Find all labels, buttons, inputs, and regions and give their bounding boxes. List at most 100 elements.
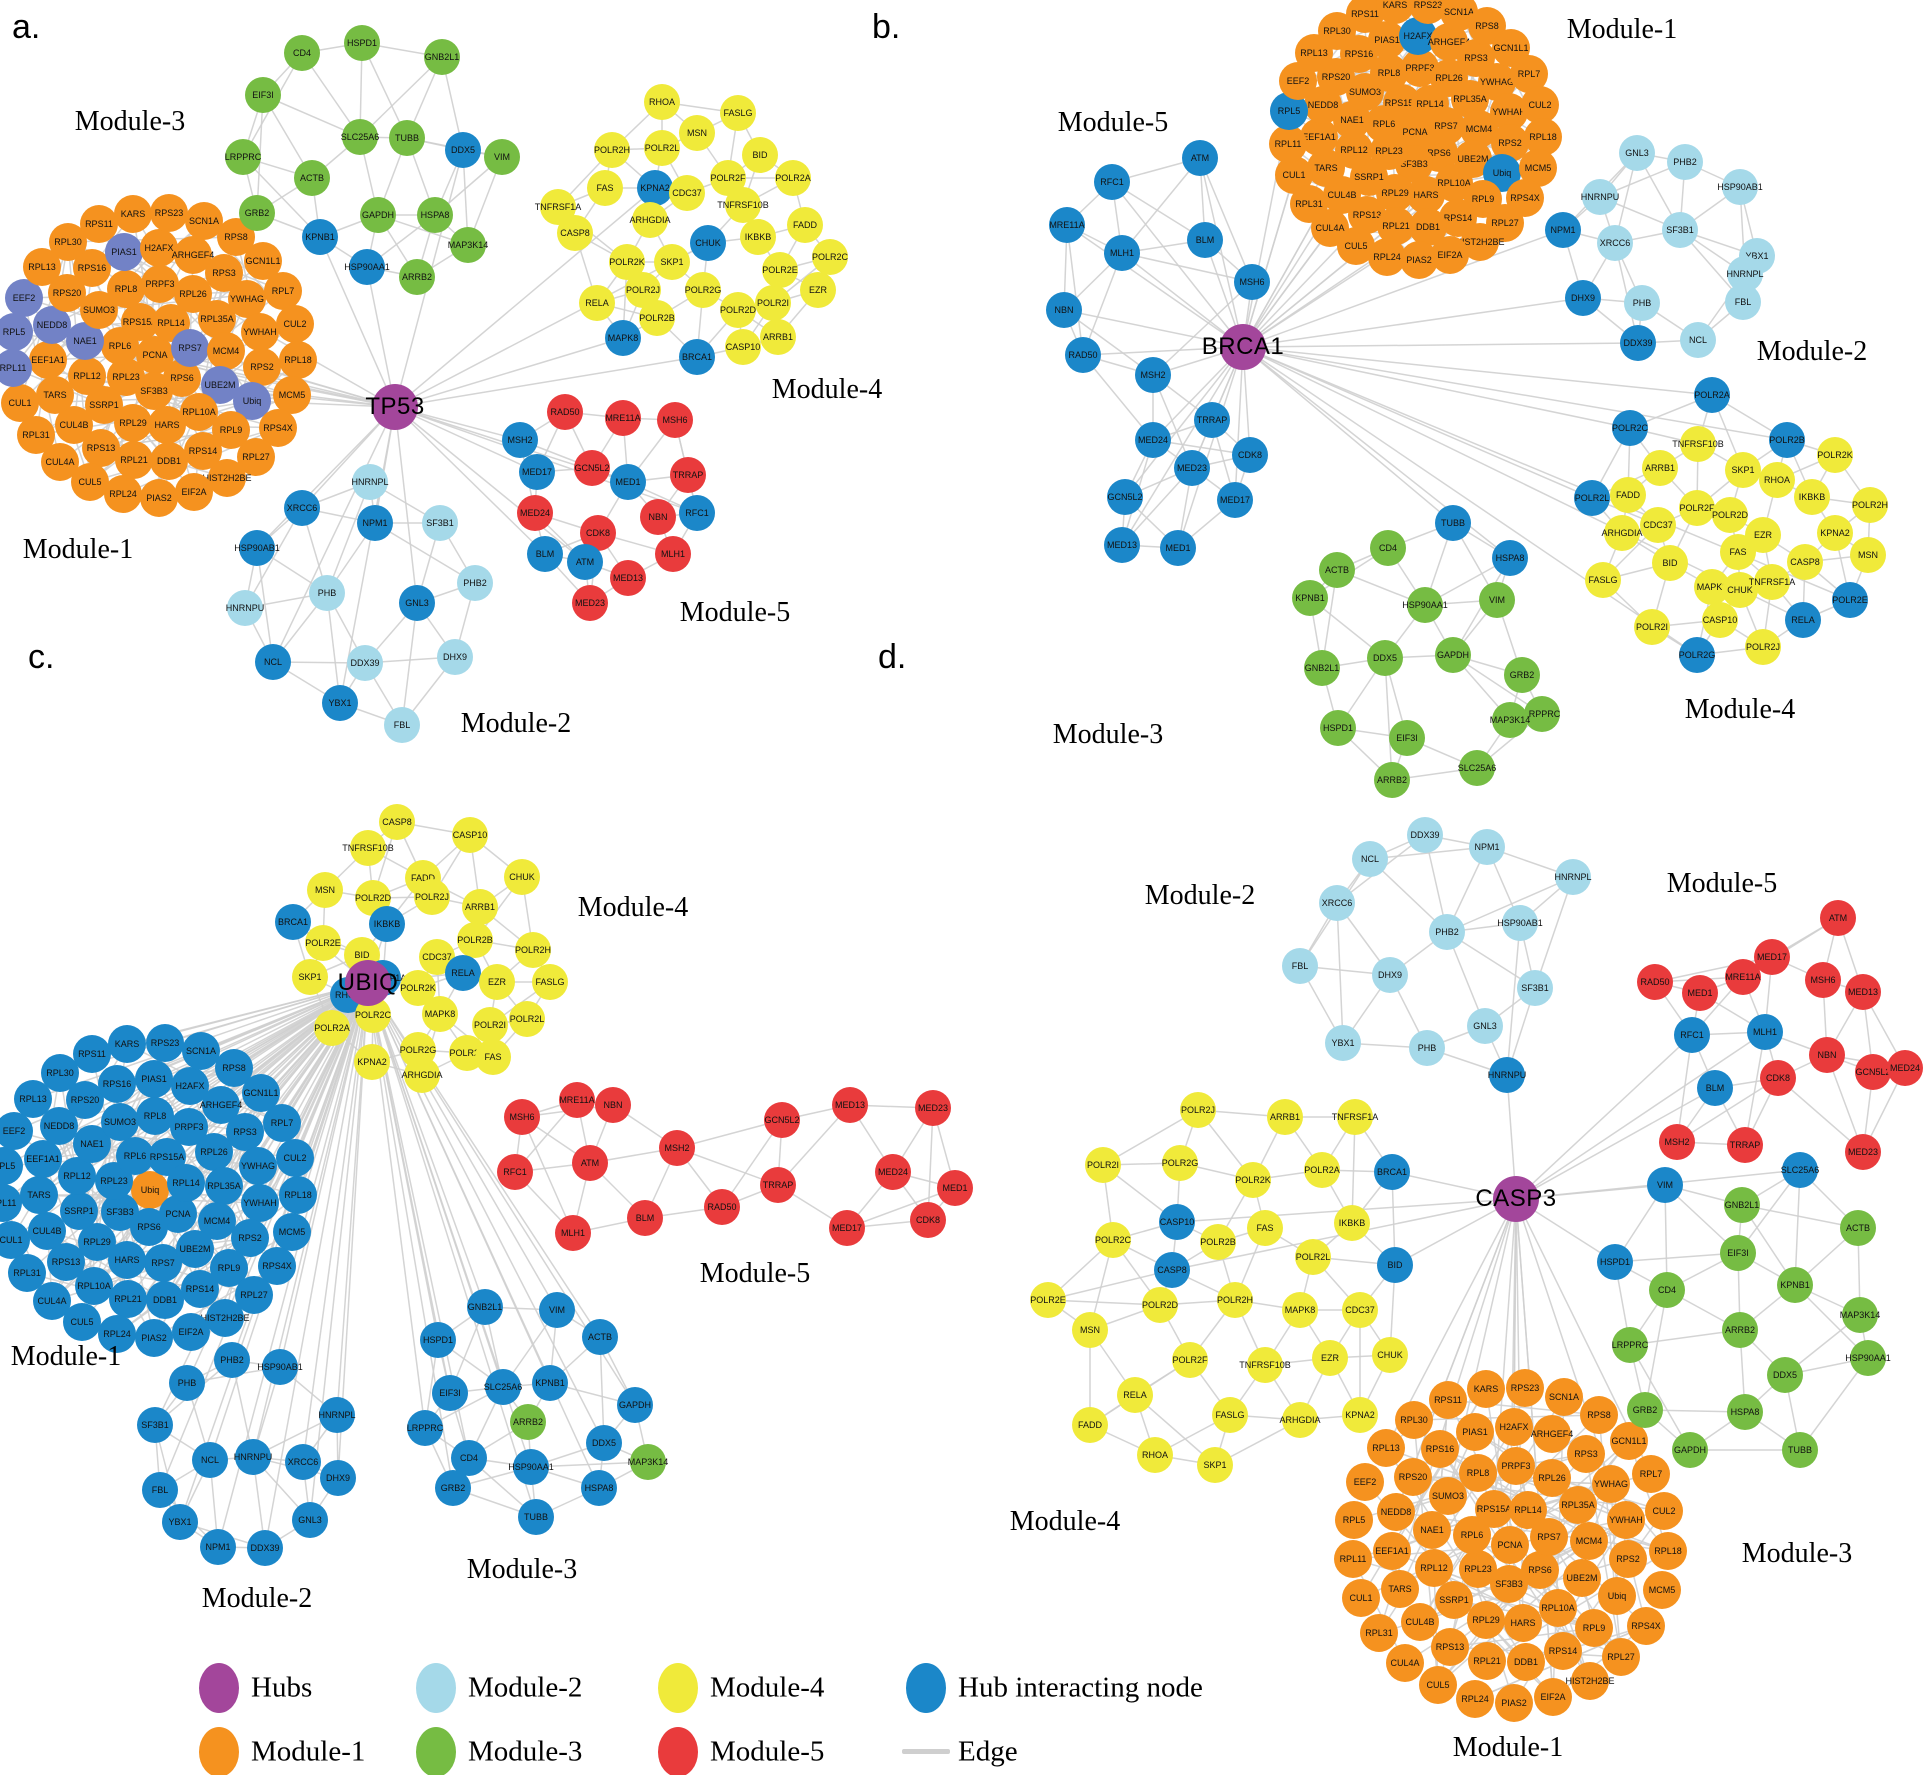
node-label: RPL7 <box>1639 1468 1663 1479</box>
node-label: YWHAG <box>1479 76 1514 87</box>
node-RHOA: RHOA <box>644 84 680 120</box>
node-label: CD4 <box>292 47 311 58</box>
node-label: RPL6 <box>1460 1529 1484 1540</box>
node-GNL3: GNL3 <box>292 1502 328 1538</box>
node-label: RPL6 <box>108 340 132 351</box>
node-label: POLR2I <box>756 297 789 308</box>
node-label: NBN <box>1054 304 1074 315</box>
node-label: SUMO3 <box>1431 1490 1464 1501</box>
node-label: ARHGEF4 <box>199 1099 243 1110</box>
edge <box>394 406 538 473</box>
node-label: GCN5L2 <box>1107 491 1143 502</box>
node-TNFRSF10B: TNFRSF10B <box>342 830 394 866</box>
node-RFC1: RFC1 <box>497 1154 533 1190</box>
node-CD4: CD4 <box>1370 530 1406 566</box>
edge <box>1336 902 1344 1044</box>
edge <box>1676 1077 1779 1143</box>
node-label: MRE11A <box>605 412 641 423</box>
node-label: MCM5 <box>278 389 306 400</box>
node-POLR2L: POLR2L <box>1295 1239 1331 1275</box>
node-label: CDC37 <box>1643 519 1673 530</box>
node-POLR2K: POLR2K <box>1235 1162 1271 1198</box>
node-MAPK8: MAPK8 <box>422 996 458 1032</box>
legend-label-module-1: Module-1 <box>251 1735 366 1768</box>
node-label: HIST2H2BE <box>200 1312 250 1323</box>
node-label: KPNA2 <box>1820 527 1850 538</box>
node-label: CUL4B <box>32 1225 62 1236</box>
node-UBE2M: UBE2M <box>201 366 239 404</box>
node-label: EIF2A <box>181 486 207 497</box>
edge <box>1799 1357 1869 1451</box>
node-GAPDH: GAPDH <box>1672 1432 1708 1468</box>
node-label: RPL29 <box>1472 1614 1500 1625</box>
node-MAP3K14: MAP3K14 <box>1840 1297 1880 1333</box>
node-label: SLC25A6 <box>1457 762 1497 773</box>
legend-swatch-hubs <box>199 1663 239 1713</box>
node-TUBB: TUBB <box>1782 1432 1818 1468</box>
node-label: RPS14 <box>1443 212 1473 223</box>
node-label: RPL9 <box>217 1262 241 1273</box>
node-RPL35A: RPL35A <box>1559 1486 1597 1524</box>
node-label: ATM <box>1828 912 1848 923</box>
node-RAD50: RAD50 <box>1065 337 1101 373</box>
node-NPM1: NPM1 <box>200 1529 236 1565</box>
node-RFC1: RFC1 <box>1094 164 1130 200</box>
node-MAPK8: MAPK8 <box>605 320 641 356</box>
node-NPM1: NPM1 <box>1469 829 1505 865</box>
node-label: SSRP1 <box>1354 171 1384 182</box>
node-POLR2A: POLR2A <box>314 1010 350 1046</box>
node-label: NAE1 <box>73 335 97 346</box>
node-label: EZR <box>1754 529 1772 540</box>
edge <box>1515 1087 1716 1200</box>
node-label: CDK8 <box>1765 1072 1790 1083</box>
node-MED13: MED13 <box>832 1087 868 1123</box>
node-label: MCM4 <box>203 1215 231 1226</box>
node-label: RPL27 <box>240 1289 268 1300</box>
node-label: RPS6 <box>1528 1564 1552 1575</box>
node-label: CASP8 <box>1157 1264 1187 1275</box>
node-SSRP1: SSRP1 <box>1435 1581 1473 1619</box>
node-RPL29: RPL29 <box>78 1223 116 1261</box>
node-SUMO3: SUMO3 <box>1429 1477 1467 1515</box>
node-label: GNL3 <box>405 597 429 608</box>
node-POLR2D: POLR2D <box>1712 497 1748 533</box>
node-XRCC6: XRCC6 <box>284 490 320 526</box>
node-RPL24: RPL24 <box>1456 1680 1494 1718</box>
node-label: POLR2A <box>1304 1164 1340 1175</box>
edge <box>1242 346 1788 441</box>
edge <box>1644 1289 1668 1411</box>
node-HIST2H2BE: HIST2H2BE <box>200 1299 250 1337</box>
node-label: PHB <box>1417 1042 1437 1053</box>
node-RPL21: RPL21 <box>1468 1642 1506 1680</box>
node-SCN1A: SCN1A <box>182 1032 220 1070</box>
node-label: SCN1A <box>188 215 219 226</box>
node-RPS8: RPS8 <box>1468 7 1506 45</box>
node-CUL4A: CUL4A <box>1386 1644 1424 1682</box>
node-CUL2: CUL2 <box>1645 1492 1683 1530</box>
node-ARHGDIA: ARHGDIA <box>630 202 671 238</box>
edge <box>1199 157 1244 348</box>
node-EEF2: EEF2 <box>0 1112 33 1150</box>
node-BLM: BLM <box>627 1200 663 1236</box>
node-RPL7: RPL7 <box>263 1104 301 1142</box>
node-RPL11: RPL11 <box>0 1184 22 1222</box>
node-label: RPS7 <box>1537 1531 1561 1542</box>
node-label: CDC37 <box>672 187 702 198</box>
node-DHX9: DHX9 <box>437 639 473 675</box>
node-label: BID <box>1662 557 1678 568</box>
node-label: DDX5 <box>1772 1369 1797 1380</box>
node-KPNB1: KPNB1 <box>302 219 338 255</box>
node-ARRB2: ARRB2 <box>399 259 435 295</box>
node-label: RPL18 <box>284 1189 312 1200</box>
node-YBX1: YBX1 <box>162 1504 198 1540</box>
node-label: POLR2F <box>449 1047 485 1058</box>
node-POLR2H: POLR2H <box>515 932 551 968</box>
node-PIAS2: PIAS2 <box>1495 1684 1533 1722</box>
node-label: FADD <box>1077 1419 1102 1430</box>
node-GRB2: GRB2 <box>435 1470 471 1506</box>
node-Ubiq: Ubiq <box>1598 1577 1636 1615</box>
node-POLR2G: POLR2G <box>1162 1145 1198 1181</box>
node-label: RPL9 <box>1582 1622 1606 1633</box>
node-SKP1: SKP1 <box>292 959 328 995</box>
node-label: GNL3 <box>1473 1020 1497 1031</box>
